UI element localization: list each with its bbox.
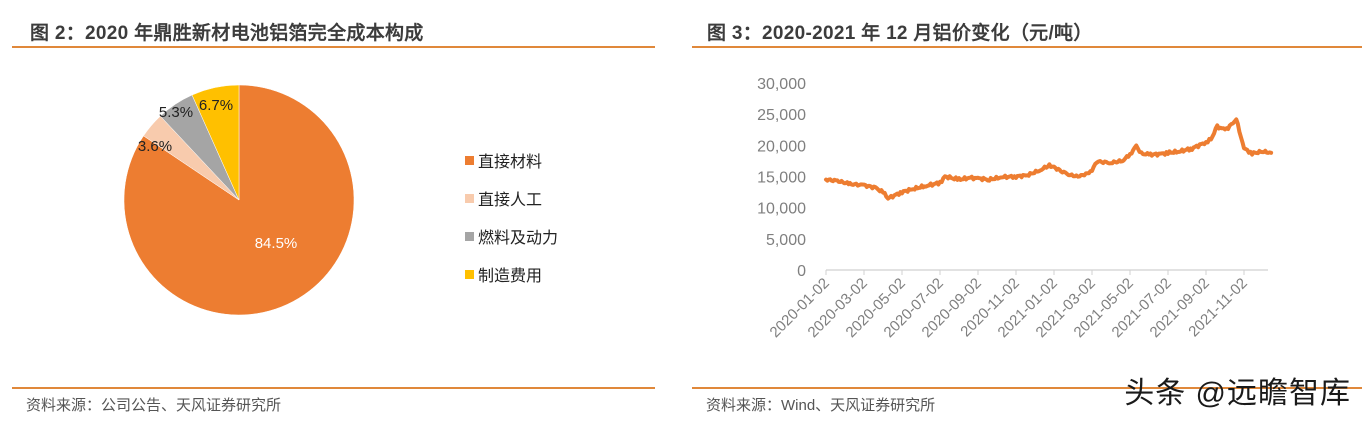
legend-swatch — [465, 155, 474, 165]
y-tick-label: 0 — [797, 263, 806, 280]
legend-swatch — [465, 193, 474, 203]
y-tick-label: 5,000 — [766, 232, 806, 249]
y-tick-label: 20,000 — [757, 138, 806, 155]
title-rule — [692, 46, 1362, 48]
pie-slice — [191, 84, 240, 201]
legend-label: 燃料及动力 — [478, 230, 559, 247]
y-tick-label: 25,000 — [757, 107, 806, 124]
figure-2-panel: 图 2：2020 年鼎胜新材电池铝箔完全成本构成 84.5% 3.6% 5.3% 6.… — [0, 0, 680, 423]
legend-label: 制造费用 — [478, 268, 543, 285]
figure-3-panel: 图 3：2020-2021 年 12 月铝价变化（元/吨） 0 5,000 10,0… — [680, 0, 1363, 423]
legend-label: 直接材料 — [478, 154, 543, 171]
pie-data-label: 3.6% — [138, 138, 172, 155]
y-tick-label: 15,000 — [757, 170, 806, 187]
pie-data-label: 5.3% — [159, 104, 193, 121]
figure-3-source: 资料来源：Wind、天风证券研究所 — [706, 397, 936, 414]
aluminum-price-line — [824, 117, 1274, 201]
legend-label: 直接人工 — [478, 192, 543, 209]
line-chart: 05,00010,00015,00020,00025,00030,0002020… — [757, 76, 1274, 341]
y-tick-label: 10,000 — [757, 201, 806, 218]
legend-swatch — [465, 269, 474, 279]
figure-3-title: 图 3：2020-2021 年 12 月铝价变化（元/吨） — [707, 23, 1093, 44]
source-rule — [692, 387, 1362, 389]
legend-swatch — [465, 231, 474, 241]
pie-data-label: 6.7% — [199, 97, 233, 114]
y-tick-label: 30,000 — [757, 76, 806, 93]
legend-item: 制造费用 — [465, 255, 558, 293]
figure-2-title: 图 2：2020 年鼎胜新材电池铝箔完全成本构成 — [30, 23, 424, 44]
pie-data-label: 84.5% — [255, 235, 298, 252]
legend-item: 直接材料 — [465, 141, 558, 179]
watermark: 头条 @远瞻智库 — [1124, 377, 1351, 410]
title-rule — [12, 46, 655, 48]
figure-2-source: 资料来源：公司公告、天风证券研究所 — [26, 397, 282, 414]
source-rule — [12, 387, 655, 389]
legend-item: 燃料及动力 — [465, 217, 558, 255]
pie-legend: 直接材料直接人工燃料及动力制造费用 — [465, 141, 558, 293]
pie-chart: 84.5% 3.6% 5.3% 6.7% — [123, 84, 355, 316]
legend-item: 直接人工 — [465, 179, 558, 217]
